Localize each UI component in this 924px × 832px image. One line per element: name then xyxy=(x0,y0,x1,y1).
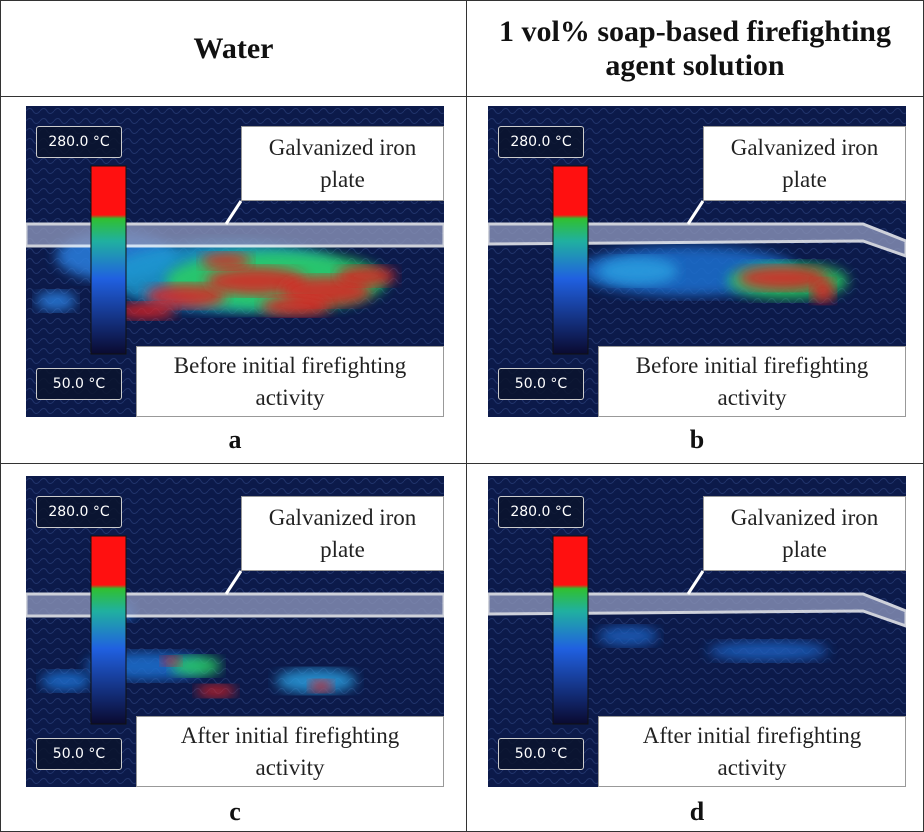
min-temp: 50.0 °C xyxy=(498,738,584,770)
thermal-image: 280.0 °C 50.0 °C Galvanized iron plate B… xyxy=(488,106,906,417)
panel-label: b xyxy=(677,425,717,455)
plate-label: Galvanized iron plate xyxy=(703,496,906,571)
thermal-image: 280.0 °C 50.0 °C Galvanized iron plate B… xyxy=(26,106,444,417)
plate-label: Galvanized iron plate xyxy=(241,496,444,571)
divider xyxy=(1,463,923,464)
min-temp: 50.0 °C xyxy=(36,368,122,400)
stage-label: After initial firefighting activity xyxy=(598,716,906,787)
panel-label: d xyxy=(677,797,717,827)
panel-label: c xyxy=(215,797,255,827)
stage-label: After initial firefighting activity xyxy=(136,716,444,787)
column-header: 1 vol% soap-based firefighting agent sol… xyxy=(467,1,923,96)
max-temp: 280.0 °C xyxy=(498,126,584,158)
max-temp: 280.0 °C xyxy=(36,126,122,158)
divider xyxy=(466,1,467,831)
plate-label: Galvanized iron plate xyxy=(703,126,906,201)
thermal-image: 280.0 °C 50.0 °C Galvanized iron plate A… xyxy=(488,476,906,787)
thermal-image: 280.0 °C 50.0 °C Galvanized iron plate A… xyxy=(26,476,444,787)
divider xyxy=(1,96,923,97)
panel-label: a xyxy=(215,425,255,455)
max-temp: 280.0 °C xyxy=(498,496,584,528)
column-header: Water xyxy=(1,1,466,96)
stage-label: Before initial firefighting activity xyxy=(598,346,906,417)
figure: Water 1 vol% soap-based firefighting age… xyxy=(0,0,924,832)
min-temp: 50.0 °C xyxy=(498,368,584,400)
min-temp: 50.0 °C xyxy=(36,738,122,770)
max-temp: 280.0 °C xyxy=(36,496,122,528)
stage-label: Before initial firefighting activity xyxy=(136,346,444,417)
plate-label: Galvanized iron plate xyxy=(241,126,444,201)
